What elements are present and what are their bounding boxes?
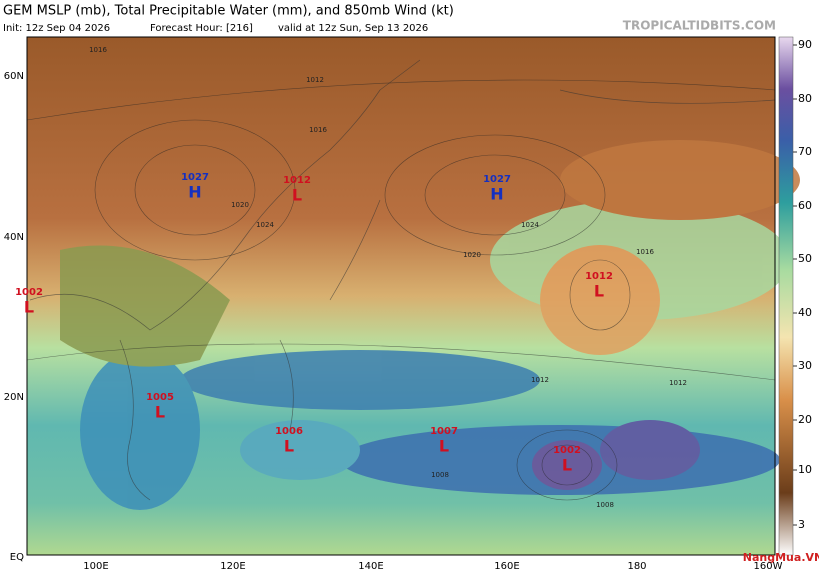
colorbar-label: 30 xyxy=(798,359,812,372)
pressure-value: 1012 xyxy=(585,271,613,282)
lon-label: 100E xyxy=(83,561,108,572)
lon-label: 140E xyxy=(358,561,383,572)
init: Init: 12z Sep 04 2026 xyxy=(3,23,110,34)
title: GEM MSLP (mb), Total Precipitable Water … xyxy=(3,4,454,19)
colorbar-label: 60 xyxy=(798,199,812,212)
isobar-label: 1024 xyxy=(521,221,539,229)
isobar-label: 1012 xyxy=(669,379,687,387)
watermark: NangMua.VN xyxy=(743,551,819,564)
colorbar-label: 10 xyxy=(798,463,812,476)
pressure-value: 1027 xyxy=(483,174,511,185)
map-frame xyxy=(26,36,776,556)
map-shading xyxy=(60,140,800,510)
pressure-value: 1012 xyxy=(283,175,311,186)
pressure-value: 1027 xyxy=(181,172,209,183)
lon-label: 120E xyxy=(220,561,245,572)
lon-label: 180 xyxy=(627,561,646,572)
colorbar-label: 40 xyxy=(798,306,812,319)
lat-label: 20N xyxy=(4,392,24,403)
isobar-label: 1012 xyxy=(306,76,324,84)
pressure-letter: L xyxy=(439,437,449,456)
forecast-hour: Forecast Hour: [216] xyxy=(150,23,253,34)
pressure-letter: L xyxy=(24,298,34,317)
isobar-label: 1020 xyxy=(231,201,249,209)
pressure-value: 1002 xyxy=(553,445,581,456)
isobar-label: 1016 xyxy=(309,126,327,134)
coastlines xyxy=(29,59,776,501)
pressure-value: 1002 xyxy=(15,287,43,298)
pressure-letter: H xyxy=(188,183,201,202)
colorbar-label: 80 xyxy=(798,92,812,105)
site: TROPICALTIDBITS.COM xyxy=(623,19,776,33)
valid-time: valid at 12z Sun, Sep 13 2026 xyxy=(278,23,428,34)
isobar-label: 1016 xyxy=(636,248,654,256)
isobar-label: 1024 xyxy=(256,221,274,229)
lat-label: EQ xyxy=(10,552,24,563)
isobar-label: 1012 xyxy=(531,376,549,384)
colorbar xyxy=(778,36,794,556)
pressure-letter: L xyxy=(594,282,604,301)
isobars xyxy=(26,79,776,501)
isobar-label: 1016 xyxy=(89,46,107,54)
lon-label: 160W xyxy=(754,561,783,572)
colorbar-label: 70 xyxy=(798,145,812,158)
isobar-label: 1008 xyxy=(431,471,449,479)
lon-label: 160E xyxy=(494,561,519,572)
pressure-letter: H xyxy=(490,185,503,204)
pressure-value: 1005 xyxy=(146,392,174,403)
colorbar-label: 3 xyxy=(798,518,805,531)
pressure-value: 1006 xyxy=(275,426,303,437)
lat-label: 60N xyxy=(4,71,24,82)
isobar-label: 1020 xyxy=(463,251,481,259)
pressure-letter: L xyxy=(562,456,572,475)
isobar-label: 1008 xyxy=(596,501,614,509)
pressure-letter: L xyxy=(155,403,165,422)
pressure-letter: L xyxy=(284,437,294,456)
pressure-letter: L xyxy=(292,186,302,205)
pressure-value: 1007 xyxy=(430,426,458,437)
colorbar-label: 50 xyxy=(798,252,812,265)
lat-label: 40N xyxy=(4,232,24,243)
colorbar-label: 90 xyxy=(798,38,812,51)
colorbar-label: 20 xyxy=(798,413,812,426)
